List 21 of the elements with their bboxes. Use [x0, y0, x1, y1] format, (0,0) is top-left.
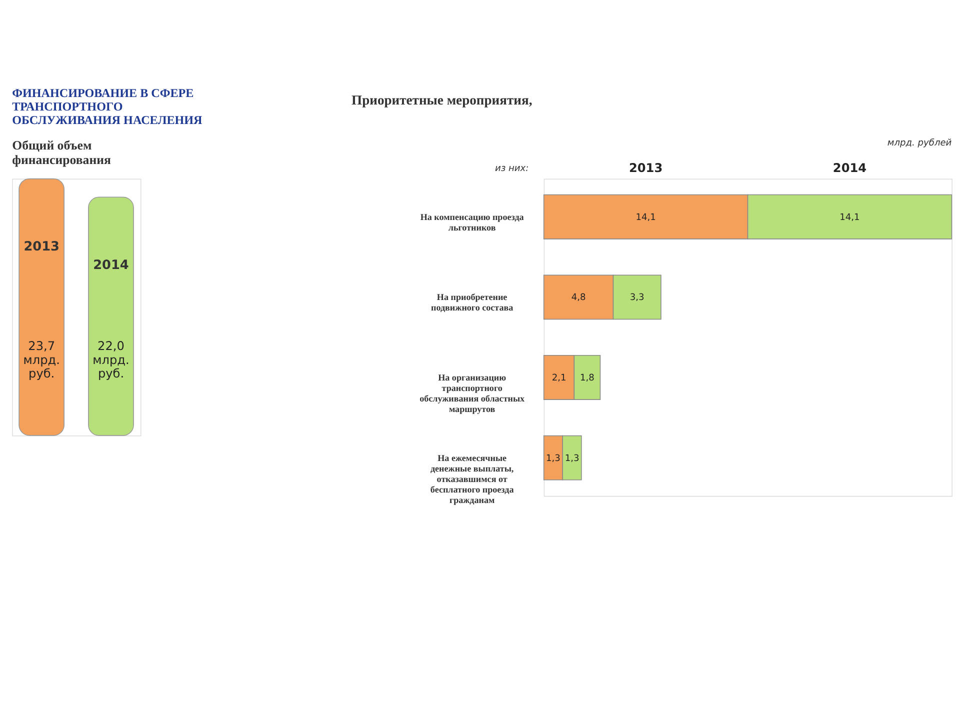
data-label: 14,1	[840, 212, 860, 223]
y-tick-label: На компенсацию проезда льготников	[420, 212, 524, 232]
data-label: 4,8	[571, 293, 586, 304]
text: млрд. рублей	[887, 137, 952, 148]
data-label: 2,1	[552, 373, 566, 384]
data-label: 23,7 млрд. руб.	[23, 339, 60, 380]
data-label: 1,8	[580, 373, 595, 384]
chart-title: ФИНАНСИРОВАНИЕ В СФЕРЕ ТРАНСПОРТНОГО ОБСЛУЖИВАНИЯ НАСЕЛЕНИЯ	[12, 86, 203, 127]
data-label: 1,3	[564, 454, 580, 464]
text: из них:	[494, 164, 529, 174]
series-label: 2013	[628, 160, 663, 175]
data-label: 22,0 млрд. руб.	[92, 339, 130, 380]
data-label: 14,1	[636, 212, 656, 223]
data-label: 3,3	[630, 293, 645, 304]
chart-subtitle: Общий объем финансирования	[12, 138, 111, 167]
data-label: 1,3	[546, 454, 561, 464]
chart-title: Приоритетные мероприятия,	[352, 92, 532, 108]
y-tick-label: На организацию транспортного обслуживания областных маршрутов	[420, 372, 526, 414]
series-label: 2014	[832, 160, 867, 175]
y-tick-label: На приобретение подвижного состава	[430, 292, 514, 313]
y-tick-label: На ежемесячные денежные выплаты, отказавшимся от бесплатного проезда гражданам	[430, 452, 514, 506]
